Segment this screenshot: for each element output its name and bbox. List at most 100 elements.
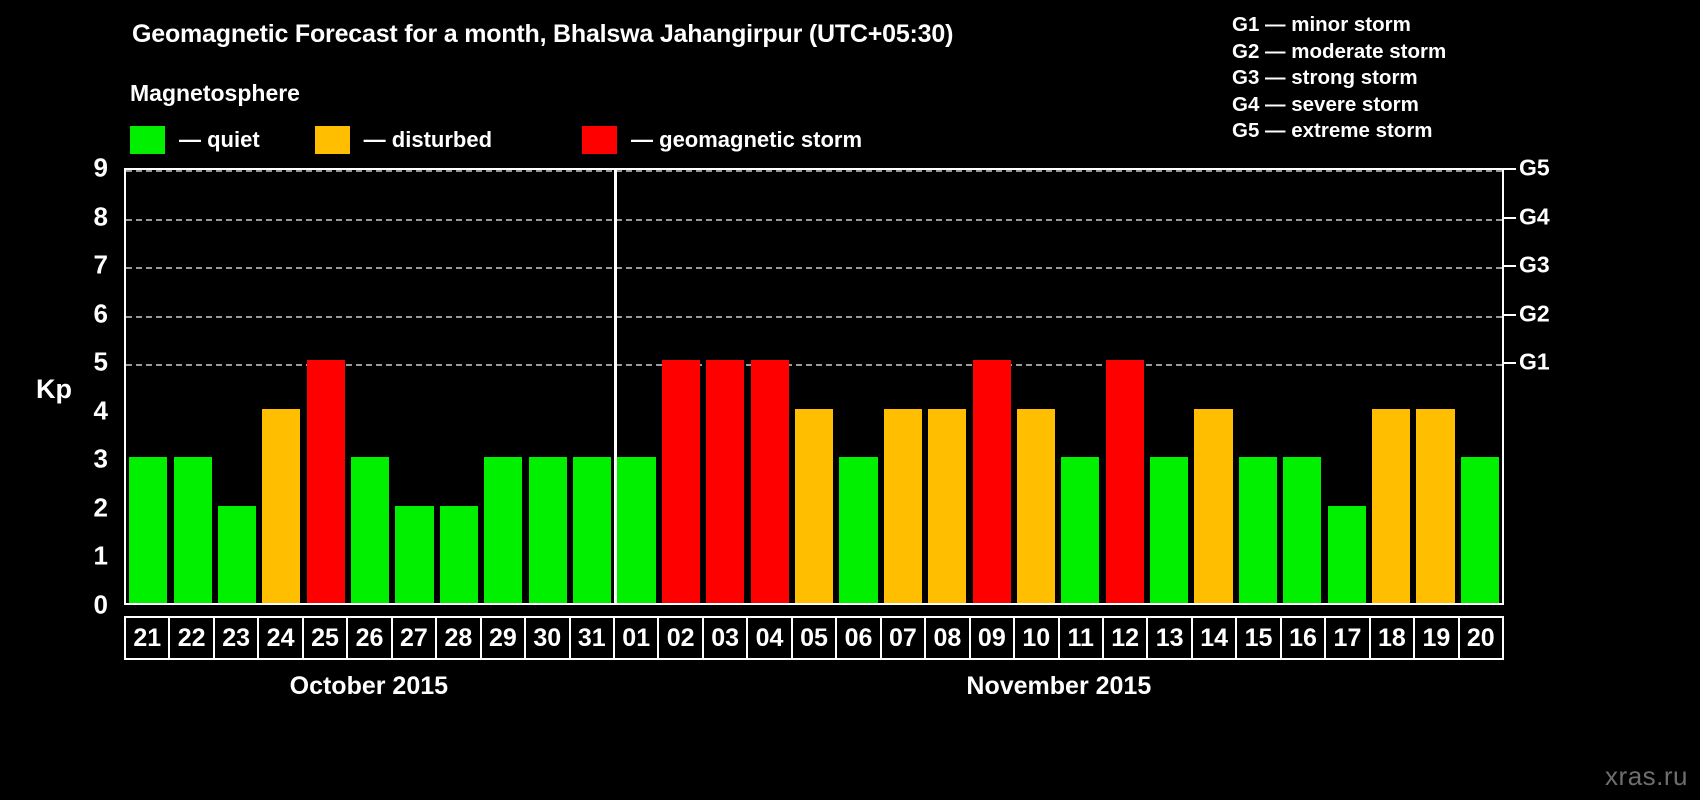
y-tick-label: 6 bbox=[93, 298, 108, 329]
bar bbox=[1105, 360, 1144, 603]
bar-cell bbox=[925, 170, 969, 603]
date-tick-label: 09 bbox=[971, 618, 1016, 658]
bar-cell bbox=[437, 170, 481, 603]
bar bbox=[306, 360, 345, 603]
bar-cell bbox=[1147, 170, 1191, 603]
bar-cell bbox=[526, 170, 570, 603]
bar-cell bbox=[304, 170, 348, 603]
y-tick-label: 8 bbox=[93, 201, 108, 232]
g-tick-mark bbox=[1504, 168, 1516, 170]
bar bbox=[528, 457, 567, 603]
bar-cell bbox=[747, 170, 791, 603]
date-tick-label: 31 bbox=[571, 618, 615, 658]
gridline bbox=[126, 267, 1502, 270]
bar-cell bbox=[792, 170, 836, 603]
y-tick-label: 5 bbox=[93, 346, 108, 377]
bar bbox=[750, 360, 789, 603]
bar-series bbox=[126, 170, 1502, 603]
bar-cell bbox=[969, 170, 1013, 603]
bar bbox=[573, 457, 612, 603]
date-tick-label: 13 bbox=[1148, 618, 1193, 658]
magnetosphere-legend-title: Magnetosphere bbox=[130, 80, 300, 106]
bar bbox=[262, 408, 301, 603]
date-tick-label: 16 bbox=[1282, 618, 1327, 658]
date-tick-label: 07 bbox=[882, 618, 927, 658]
date-tick-label: 04 bbox=[748, 618, 793, 658]
bar bbox=[439, 505, 479, 603]
date-tick-label: 22 bbox=[170, 618, 215, 658]
bar bbox=[129, 457, 168, 603]
date-tick-label: 11 bbox=[1060, 618, 1104, 658]
legend-item: — quiet bbox=[130, 126, 260, 154]
bar bbox=[1460, 457, 1499, 603]
plot-area bbox=[124, 168, 1504, 605]
g-tick-mark bbox=[1504, 362, 1516, 365]
date-tick-label: 21 bbox=[126, 618, 171, 658]
bar bbox=[1372, 408, 1411, 603]
date-tick-label: 06 bbox=[837, 618, 882, 658]
date-tick-label: 10 bbox=[1015, 618, 1060, 658]
bar-cell bbox=[659, 170, 703, 603]
g-tick-label: G5 bbox=[1519, 154, 1550, 181]
bar bbox=[1150, 457, 1189, 603]
date-tick-label: 02 bbox=[659, 618, 704, 658]
bar-cell bbox=[614, 170, 658, 603]
date-tick-label: 27 bbox=[393, 618, 438, 658]
bar-cell bbox=[170, 170, 214, 603]
bar-cell bbox=[481, 170, 525, 603]
bar-cell bbox=[1325, 170, 1369, 603]
bar-cell bbox=[1280, 170, 1324, 603]
y-tick-label: 3 bbox=[93, 443, 108, 474]
date-tick-label: 03 bbox=[704, 618, 749, 658]
date-tick-label: 17 bbox=[1326, 618, 1371, 658]
gridline bbox=[126, 218, 1502, 221]
bar bbox=[1416, 408, 1455, 603]
date-tick-label: 19 bbox=[1415, 618, 1460, 658]
y-tick-label: 7 bbox=[93, 249, 108, 280]
legend-item-label: — disturbed bbox=[363, 127, 493, 152]
bar-cell bbox=[1191, 170, 1235, 603]
date-axis: 21 22 23 24 25 26 27 28 29 30 31 01 02 03 04 05 06 07 08 09… bbox=[124, 616, 1504, 660]
bar-cell bbox=[836, 170, 880, 603]
g-scale-row: G5 — extreme storm bbox=[1232, 119, 1433, 142]
bar bbox=[706, 360, 745, 603]
legend-color-swatch bbox=[314, 126, 350, 154]
legend-item: — geomagnetic storm bbox=[582, 126, 862, 154]
page-title: Geomagnetic Forecast for a month, Bhalsw… bbox=[132, 20, 954, 48]
bar-cell bbox=[215, 170, 259, 603]
bar bbox=[617, 457, 656, 603]
bar bbox=[217, 505, 257, 603]
g-scale-row: G1 — minor storm bbox=[1232, 13, 1411, 36]
gridline bbox=[126, 315, 1502, 318]
bar-cell bbox=[1413, 170, 1457, 603]
month-label: November 2015 bbox=[966, 672, 1152, 700]
bar-cell bbox=[348, 170, 392, 603]
legend-item-label: — quiet bbox=[179, 127, 260, 152]
g-tick-label: G4 bbox=[1519, 203, 1550, 230]
bar bbox=[351, 457, 390, 603]
y-tick-label: 2 bbox=[93, 492, 108, 523]
bar bbox=[1194, 408, 1233, 603]
bar bbox=[1016, 408, 1056, 603]
bar bbox=[883, 408, 922, 603]
y-axis-label: Kp bbox=[36, 374, 72, 404]
date-tick-label: 25 bbox=[304, 618, 349, 658]
month-divider bbox=[614, 168, 618, 605]
bar-cell bbox=[570, 170, 614, 603]
bar-cell bbox=[259, 170, 303, 603]
g-scale-legend: G1 — minor storm G2 — moderate storm G3 — … bbox=[1232, 12, 1446, 145]
watermark: xras.ru bbox=[1605, 761, 1688, 791]
bar bbox=[1238, 457, 1278, 603]
legend-item: — disturbed bbox=[314, 126, 493, 154]
g-scale-row: G3 — strong storm bbox=[1232, 66, 1418, 89]
date-tick-label: 23 bbox=[215, 618, 260, 658]
bar bbox=[1327, 505, 1366, 603]
date-tick-label: 15 bbox=[1237, 618, 1282, 658]
g-tick-mark bbox=[1504, 216, 1516, 219]
date-tick-label: 12 bbox=[1104, 618, 1149, 658]
bar bbox=[173, 457, 212, 603]
bar-cell bbox=[1014, 170, 1058, 603]
date-tick-label: 28 bbox=[437, 618, 482, 658]
bar bbox=[661, 360, 700, 603]
